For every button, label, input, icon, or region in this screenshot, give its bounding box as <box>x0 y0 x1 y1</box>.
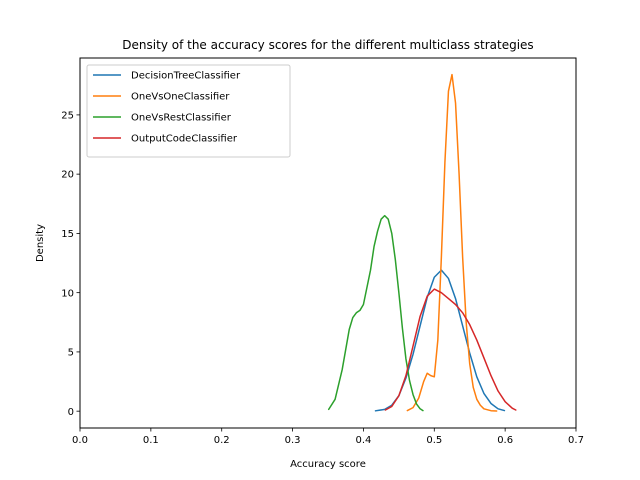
x-tick-label: 0.5 <box>426 435 442 446</box>
y-tick-label: 5 <box>68 348 74 359</box>
x-tick-label: 0.6 <box>497 435 513 446</box>
x-tick-label: 0.1 <box>143 435 159 446</box>
x-axis-label: Accuracy score <box>290 459 366 470</box>
axes-frame <box>79 57 577 429</box>
x-tick-label: 0.7 <box>568 435 584 446</box>
x-tick-label: 0.4 <box>355 435 371 446</box>
x-tick-label: 0.0 <box>72 435 88 446</box>
y-axis-label: Density <box>35 224 46 262</box>
y-tick-label: 0 <box>68 407 74 418</box>
x-axis: 0.0 0.1 0.2 0.3 0.4 0.5 0.6 0.7 <box>72 428 584 446</box>
legend-label-1: OneVsOneClassifier <box>131 92 230 103</box>
legend-label-2: OneVsRestClassifier <box>131 113 232 124</box>
x-tick-label: 0.2 <box>214 435 230 446</box>
y-tick-label: 15 <box>61 229 74 240</box>
legend: DecisionTreeClassifier OneVsOneClassifier… <box>86 64 291 158</box>
y-tick-label: 20 <box>61 170 74 181</box>
y-tick-label: 25 <box>61 110 74 121</box>
chart-title: Density of the accuracy scores for the d… <box>122 38 533 52</box>
legend-label-3: OutputCodeClassifier <box>131 134 238 145</box>
y-tick-label: 10 <box>61 288 74 299</box>
legend-label-0: DecisionTreeClassifier <box>131 71 241 82</box>
y-axis: 0 5 10 15 20 25 <box>61 110 80 418</box>
plot-area <box>327 73 517 412</box>
x-tick-label: 0.3 <box>285 435 301 446</box>
series-line-2 <box>327 214 424 412</box>
series-line-3 <box>384 288 517 411</box>
series-line-1 <box>406 73 498 412</box>
legend-box <box>86 64 291 158</box>
